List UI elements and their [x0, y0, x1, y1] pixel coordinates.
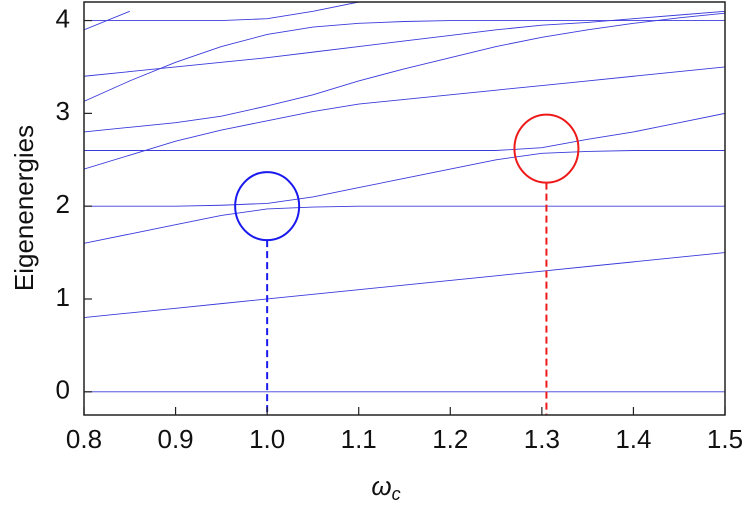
y-tick-label: 0: [56, 375, 70, 405]
series-line: [84, 150, 725, 207]
y-tick-label: 1: [56, 282, 70, 312]
x-tick-label: 1.0: [249, 424, 285, 454]
x-tick-label: 1.1: [341, 424, 377, 454]
x-tick-label: 1.3: [524, 424, 560, 454]
x-tick-label: 0.9: [157, 424, 193, 454]
y-axis-label: Eigenenergies: [9, 125, 39, 291]
series-line: [84, 12, 725, 133]
x-axis-label: ωc: [371, 471, 400, 504]
marker-circle: [513, 113, 580, 184]
series-line: [84, 10, 725, 77]
y-tick-label: 4: [56, 3, 70, 33]
series-line: [84, 252, 725, 318]
series-line: [84, 112, 725, 151]
series-line: [84, 205, 725, 244]
x-tick-label: 1.4: [615, 424, 651, 454]
x-label-subscript: c: [392, 484, 401, 504]
x-tick-label: 0.8: [66, 424, 102, 454]
y-tick-label: 3: [56, 96, 70, 126]
plot-area: [84, 2, 725, 415]
series-line: [84, 20, 725, 102]
y-tick-label: 2: [56, 189, 70, 219]
x-tick-label: 1.2: [432, 424, 468, 454]
series-line: [84, 2, 359, 22]
marker-circle: [234, 171, 301, 242]
series-line: [84, 66, 725, 170]
x-label-symbol: ω: [371, 471, 391, 501]
x-tick-label: 1.5: [707, 424, 743, 454]
frame: [83, 1, 726, 416]
